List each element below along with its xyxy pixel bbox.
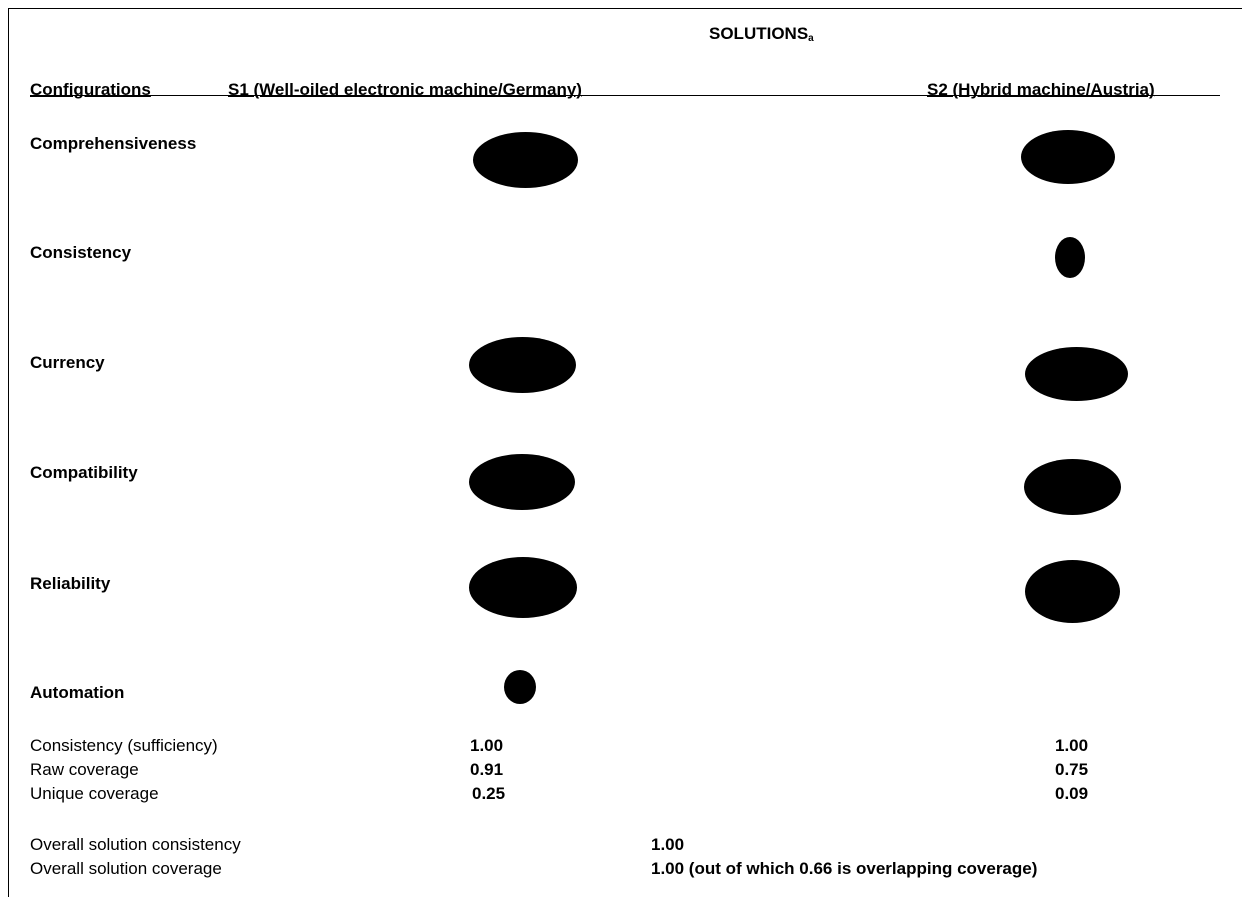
s2-header: S2 (Hybrid machine/Austria) — [927, 80, 1155, 99]
row-label-automation: Automation — [30, 683, 125, 702]
s2-core-condition-dot — [1021, 130, 1115, 184]
metric-label-raw-coverage: Raw coverage — [30, 760, 139, 779]
s2-core-condition-dot — [1025, 560, 1120, 623]
overall-consistency-value: 1.00 — [651, 835, 685, 854]
row-label-reliability: Reliability — [30, 574, 111, 593]
s1-core-condition-dot — [469, 454, 575, 510]
header-underline — [30, 95, 1220, 96]
row-label-comprehensiveness: Comprehensiveness — [30, 134, 197, 153]
s1-core-condition-dot — [473, 132, 578, 188]
left-border — [8, 8, 9, 897]
row-label-consistency: Consistency — [30, 243, 132, 262]
s1-header: S1 (Well-oiled electronic machine/German… — [228, 80, 582, 99]
s2-peripheral-condition-dot — [1055, 237, 1085, 278]
top-border — [8, 8, 1242, 9]
table-title: SOLUTIONSa — [709, 24, 814, 44]
metric-s1-raw-coverage: 0.91 — [470, 760, 504, 779]
overall-coverage-value: 1.00 (out of which 0.66 is overlapping c… — [651, 859, 1038, 878]
metric-s1-unique-coverage: 0.25 — [472, 784, 506, 803]
overall-consistency-label: Overall solution consistency — [30, 835, 241, 854]
s2-core-condition-dot — [1025, 347, 1128, 401]
s1-peripheral-condition-dot — [504, 670, 536, 704]
metric-s2-raw-coverage: 0.75 — [1055, 760, 1089, 779]
metric-s1-consistency: 1.00 — [470, 736, 504, 755]
row-label-currency: Currency — [30, 353, 105, 372]
s1-core-condition-dot — [469, 337, 576, 393]
s1-core-condition-dot — [469, 557, 577, 618]
metric-s2-unique-coverage: 0.09 — [1055, 784, 1089, 803]
metric-label-unique-coverage: Unique coverage — [30, 784, 159, 803]
configurations-header: Configurations — [30, 80, 151, 99]
metric-label-consistency: Consistency (sufficiency) — [30, 736, 218, 755]
overall-coverage-label: Overall solution coverage — [30, 859, 222, 878]
row-label-compatibility: Compatibility — [30, 463, 138, 482]
metric-s2-consistency: 1.00 — [1055, 736, 1089, 755]
s2-core-condition-dot — [1024, 459, 1121, 515]
